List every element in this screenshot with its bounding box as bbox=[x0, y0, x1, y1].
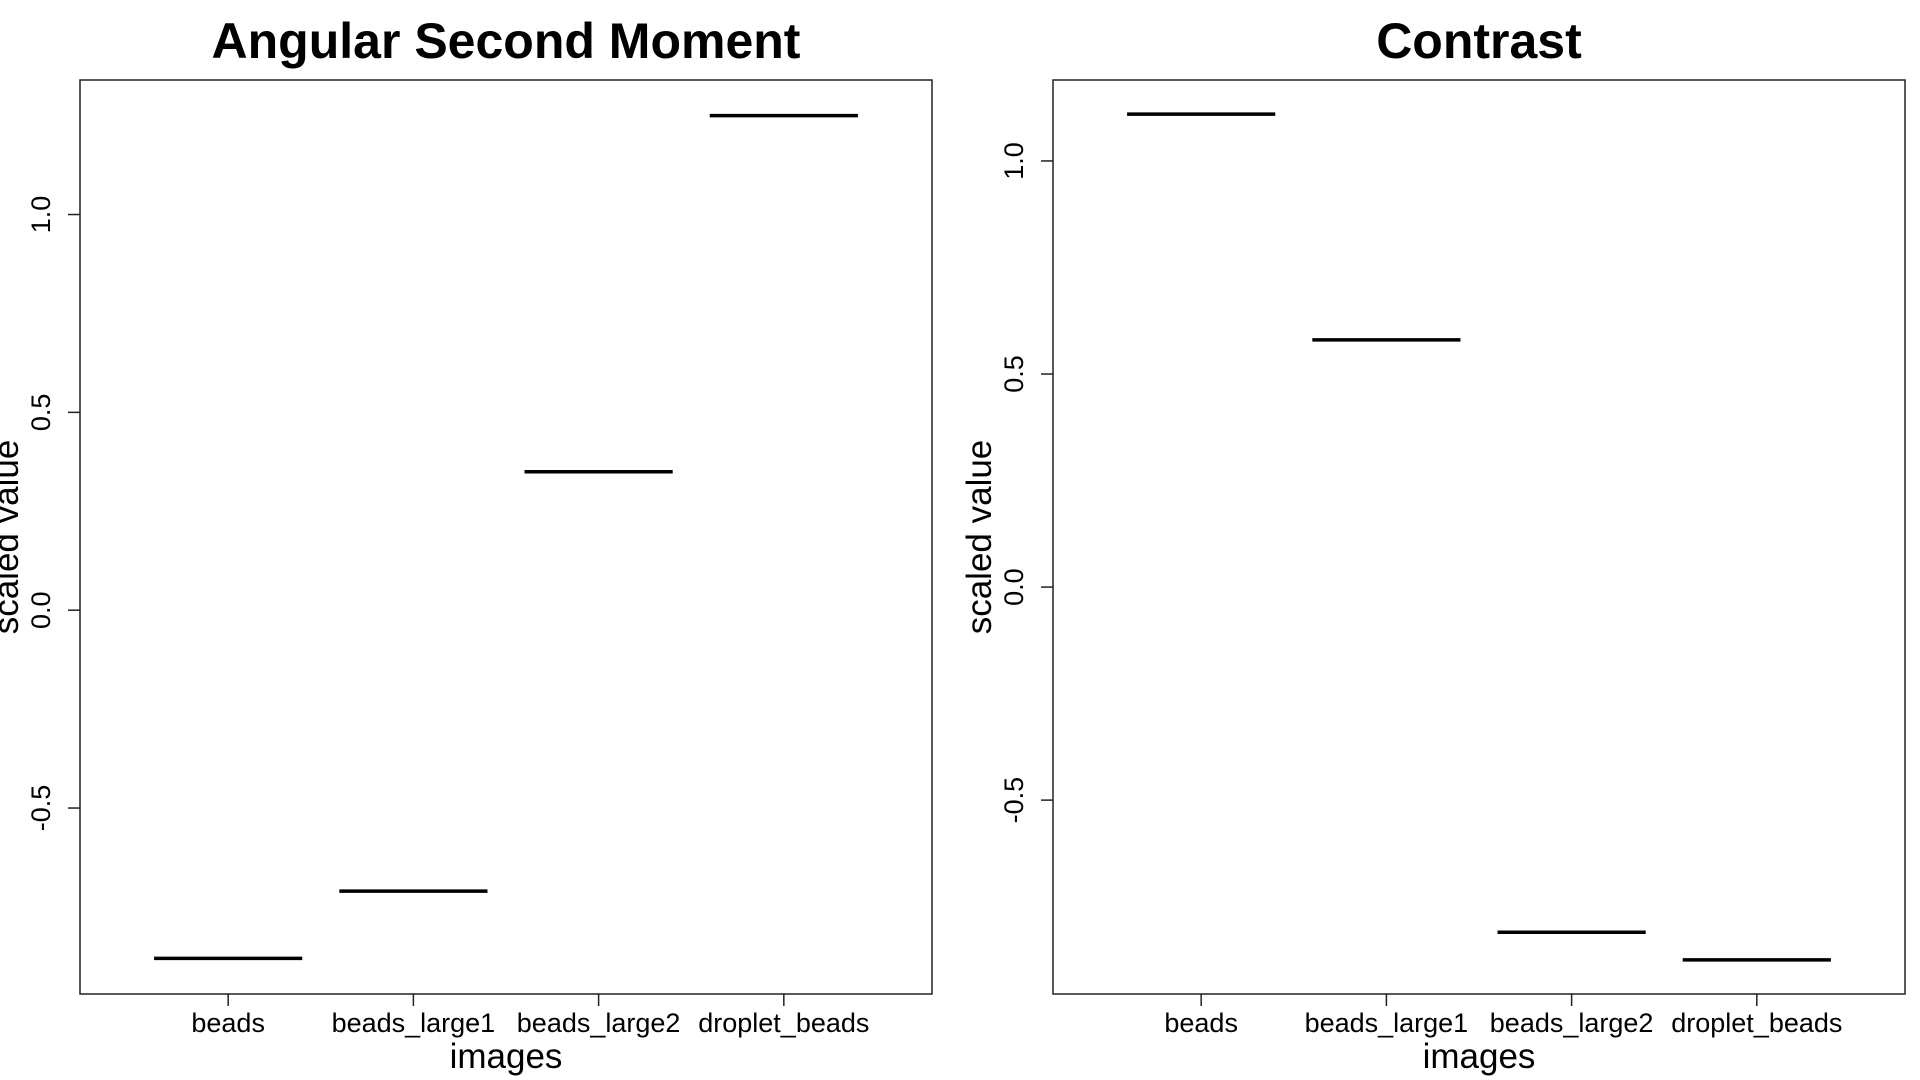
x-tick-label: droplet_beads bbox=[1671, 1008, 1842, 1038]
chart-title: Contrast bbox=[1376, 13, 1582, 69]
y-tick-label: -0.5 bbox=[26, 785, 56, 832]
y-tick-label: 0.0 bbox=[999, 568, 1029, 606]
y-tick-label: 0.5 bbox=[999, 355, 1029, 393]
chart-title: Angular Second Moment bbox=[212, 13, 801, 69]
y-tick-label: -0.5 bbox=[999, 777, 1029, 824]
x-tick-label: beads_large1 bbox=[1305, 1008, 1469, 1038]
x-tick-label: beads bbox=[1164, 1008, 1238, 1038]
x-tick-label: droplet_beads bbox=[698, 1008, 869, 1038]
y-tick-label: 1.0 bbox=[26, 196, 56, 234]
y-tick-label: 1.0 bbox=[999, 142, 1029, 180]
x-tick-label: beads bbox=[191, 1008, 265, 1038]
x-tick-label: beads_large2 bbox=[517, 1008, 681, 1038]
plot-frame bbox=[1052, 79, 1906, 995]
chart-panel-2: Contrast -0.5 0.0 0.5 1.0 scaled value beads be… bbox=[960, 13, 1906, 1076]
y-axis-label: scaled value bbox=[0, 440, 26, 635]
x-tick-label: beads_large2 bbox=[1490, 1008, 1654, 1038]
y-axis-label: scaled value bbox=[960, 440, 999, 635]
chart-panel-1: Angular Second Moment -0.5 0.0 0.5 1.0 scaled… bbox=[0, 13, 933, 1076]
y-tick-label: 0.0 bbox=[26, 591, 56, 629]
y-tick-label: 0.5 bbox=[26, 394, 56, 432]
plot-frame bbox=[79, 79, 933, 995]
x-axis-label: images bbox=[1423, 1037, 1536, 1076]
x-axis-label: images bbox=[450, 1037, 563, 1076]
x-tick-label: beads_large1 bbox=[332, 1008, 496, 1038]
